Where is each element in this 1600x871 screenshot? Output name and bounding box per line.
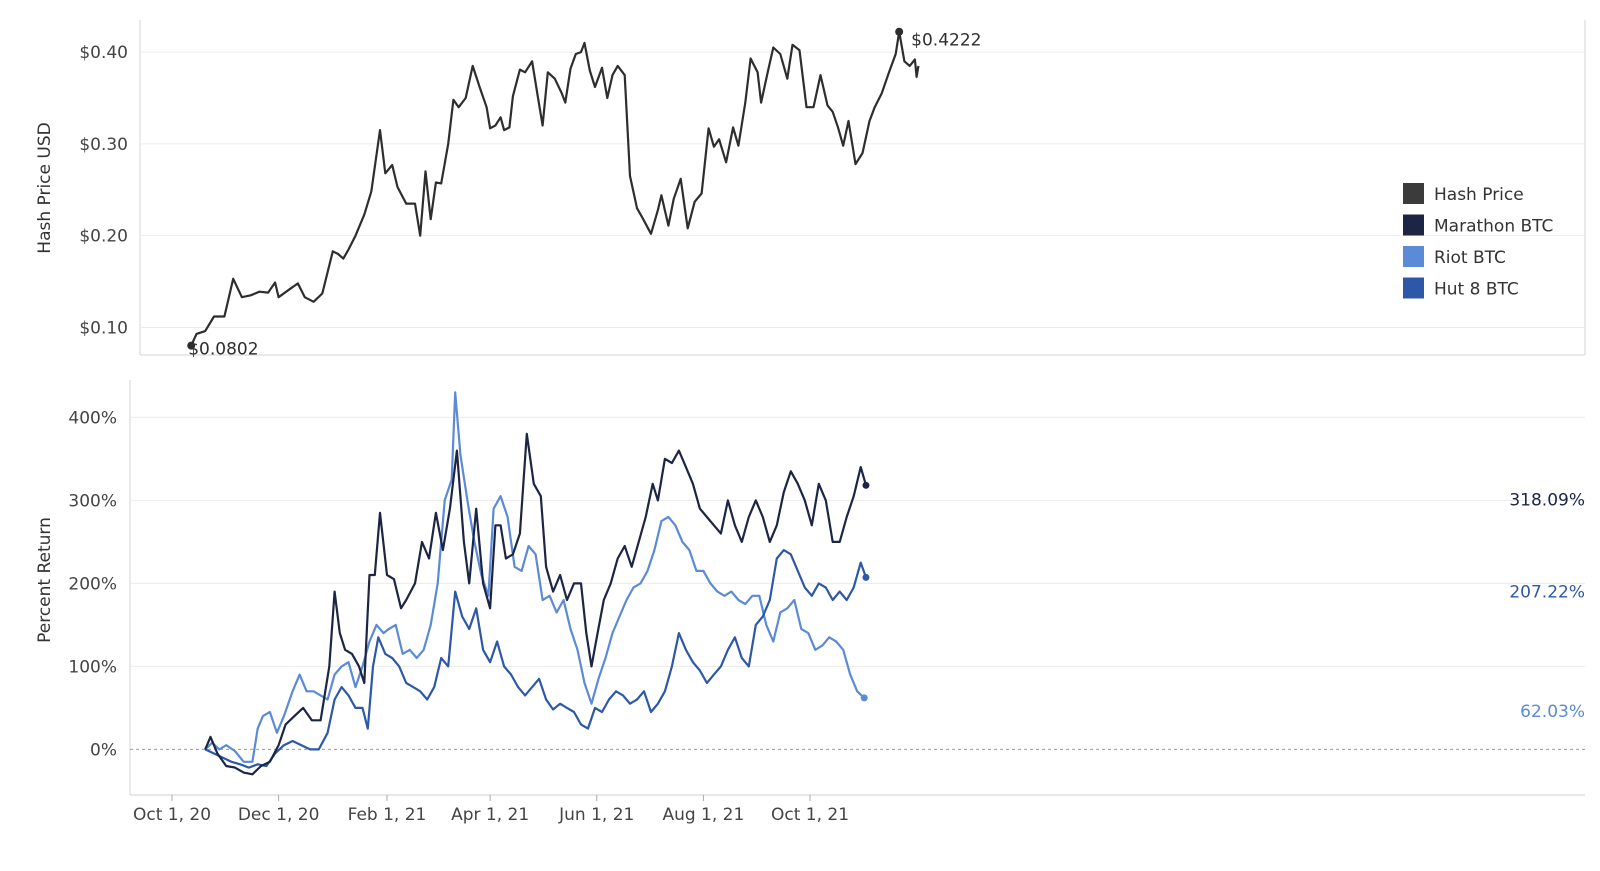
bottom-y-tick-labels: 0% 100% 200% 300% 400% xyxy=(68,408,117,760)
riot-line xyxy=(204,391,865,763)
x-tick-label: Oct 1, 20 xyxy=(133,805,211,825)
bottom-y-axis-title: Percent Return xyxy=(35,517,55,643)
x-tick-label: Feb 1, 21 xyxy=(348,805,427,825)
legend-label-riot: Riot BTC xyxy=(1434,248,1506,268)
x-axis-ticks: Oct 1, 20 Dec 1, 20 Feb 1, 21 Apr 1, 21 Jun … xyxy=(133,795,849,825)
hash-price-panel: $0.10 $0.20 $0.30 $0.40 Hash Price USD $0.0… xyxy=(35,20,1586,360)
hut8-line xyxy=(204,549,868,769)
legend-label-hut8: Hut 8 BTC xyxy=(1434,280,1519,300)
hash-price-start-label: $0.0802 xyxy=(188,340,258,360)
hut8-end-marker xyxy=(862,573,870,581)
top-gridlines xyxy=(140,51,1585,328)
legend-swatch-hash-price xyxy=(1403,183,1424,204)
top-y-tick-label: $0.40 xyxy=(79,43,128,63)
top-y-tick-label: $0.20 xyxy=(79,227,128,247)
x-tick-label: Aug 1, 21 xyxy=(662,805,744,825)
return-series xyxy=(204,391,868,776)
bottom-y-tick-label: 200% xyxy=(68,574,117,594)
x-tick-label: Jun 1, 21 xyxy=(558,805,634,825)
legend: Hash Price Marathon BTC Riot BTC Hut 8 BTC xyxy=(1403,183,1553,300)
bottom-gridlines xyxy=(130,416,1585,750)
legend-label-hash-price: Hash Price xyxy=(1434,185,1524,205)
hash-price-peak-marker xyxy=(895,27,904,36)
x-tick-label: Oct 1, 21 xyxy=(771,805,849,825)
top-y-tick-label: $0.10 xyxy=(79,318,128,338)
x-tick-label: Apr 1, 21 xyxy=(451,805,529,825)
bottom-y-tick-label: 0% xyxy=(90,740,117,760)
legend-swatch-marathon xyxy=(1403,214,1424,236)
return-end-labels: 62.03% 207.22% 318.09% xyxy=(860,481,1585,722)
bottom-y-tick-label: 400% xyxy=(68,408,117,428)
legend-label-marathon: Marathon BTC xyxy=(1434,217,1553,237)
hash-price-start-marker xyxy=(187,341,196,350)
hash-price-series xyxy=(190,30,920,347)
bottom-y-tick-label: 100% xyxy=(68,657,117,677)
legend-swatch-riot xyxy=(1403,246,1424,267)
top-y-tick-labels: $0.10 $0.20 $0.30 $0.40 xyxy=(79,43,128,338)
marathon-end-label: 318.09% xyxy=(1509,490,1585,510)
hash-price-end-label: $0.4222 xyxy=(911,31,981,51)
top-y-axis-title: Hash Price USD xyxy=(35,122,55,253)
marathon-line xyxy=(204,432,868,776)
x-tick-label: Dec 1, 20 xyxy=(238,805,320,825)
legend-swatch-hut8 xyxy=(1403,277,1424,299)
riot-end-label: 62.03% xyxy=(1520,702,1585,722)
bottom-y-tick-label: 300% xyxy=(68,491,117,511)
hash-price-line xyxy=(190,30,920,347)
riot-end-marker xyxy=(860,694,868,702)
top-y-tick-label: $0.30 xyxy=(79,135,128,155)
percent-return-panel: 0% 100% 200% 300% 400% Percent Return 62.03%… xyxy=(35,380,1585,825)
hut8-end-label: 207.22% xyxy=(1509,582,1585,602)
hash-price-end-labels: $0.0802 $0.4222 xyxy=(187,27,981,360)
marathon-end-marker xyxy=(862,481,870,489)
